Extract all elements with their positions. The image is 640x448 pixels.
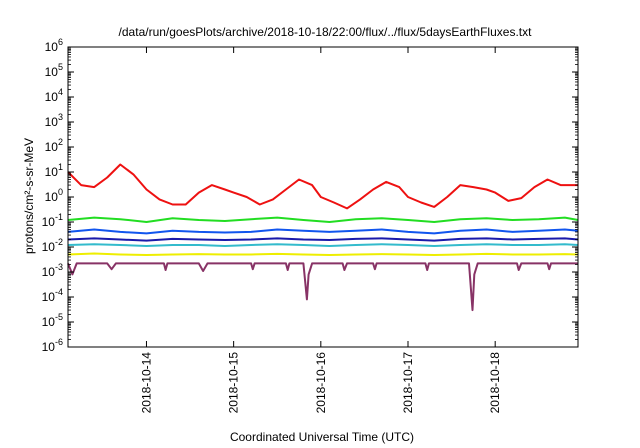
x-tick-label-1: 2018-10-15 bbox=[227, 352, 241, 414]
y-tick-label-3: 10-3 bbox=[42, 262, 63, 279]
y-tick-label-8: 102 bbox=[45, 137, 63, 154]
x-tick-label-4: 2018-10-18 bbox=[488, 352, 502, 414]
y-tick-labels: 10-6 10-5 10-4 10-3 10-2 10-1 100 101 102 103 104 1… bbox=[42, 37, 63, 354]
series-line-5 bbox=[67, 243, 579, 247]
axes-layer bbox=[67, 46, 579, 348]
x-tick-label-2: 2018-10-16 bbox=[314, 352, 328, 414]
y-tick-label-12: 106 bbox=[45, 37, 63, 54]
y-tick-label-10: 104 bbox=[45, 87, 63, 104]
y-tick-label-0: 10-6 bbox=[42, 337, 63, 354]
series-line-7 bbox=[67, 262, 578, 312]
chart-title: /data/run/goesPlots/archive/2018-10-18/2… bbox=[119, 25, 533, 39]
y-tick-label-1: 10-5 bbox=[42, 312, 63, 329]
y-tick-label-11: 105 bbox=[45, 62, 63, 79]
y-tick-label-5: 10-1 bbox=[42, 212, 63, 229]
series-line-2 bbox=[67, 216, 579, 223]
x-axis-label: Coordinated Universal Time (UTC) bbox=[230, 430, 414, 444]
y-tick-label-4: 10-2 bbox=[42, 237, 63, 254]
x-tick-label-3: 2018-10-17 bbox=[401, 352, 415, 414]
series-line-3 bbox=[67, 228, 579, 235]
series-line-4 bbox=[67, 237, 579, 242]
y-tick-label-2: 10-4 bbox=[42, 287, 63, 304]
series-line-1 bbox=[67, 163, 578, 210]
x-tick-labels: 2018-10-14 2018-10-15 2018-10-16 2018-10-17… bbox=[139, 352, 502, 414]
series-line-6 bbox=[67, 252, 579, 256]
y-tick-label-7: 101 bbox=[45, 162, 63, 179]
y-tick-label-9: 103 bbox=[45, 112, 63, 129]
series-layer bbox=[67, 163, 579, 312]
y-tick-label-6: 100 bbox=[45, 187, 63, 204]
x-tick-label-0: 2018-10-14 bbox=[139, 352, 153, 414]
y-axis-label: protons/cm²-s-sr-MeV bbox=[22, 138, 36, 254]
